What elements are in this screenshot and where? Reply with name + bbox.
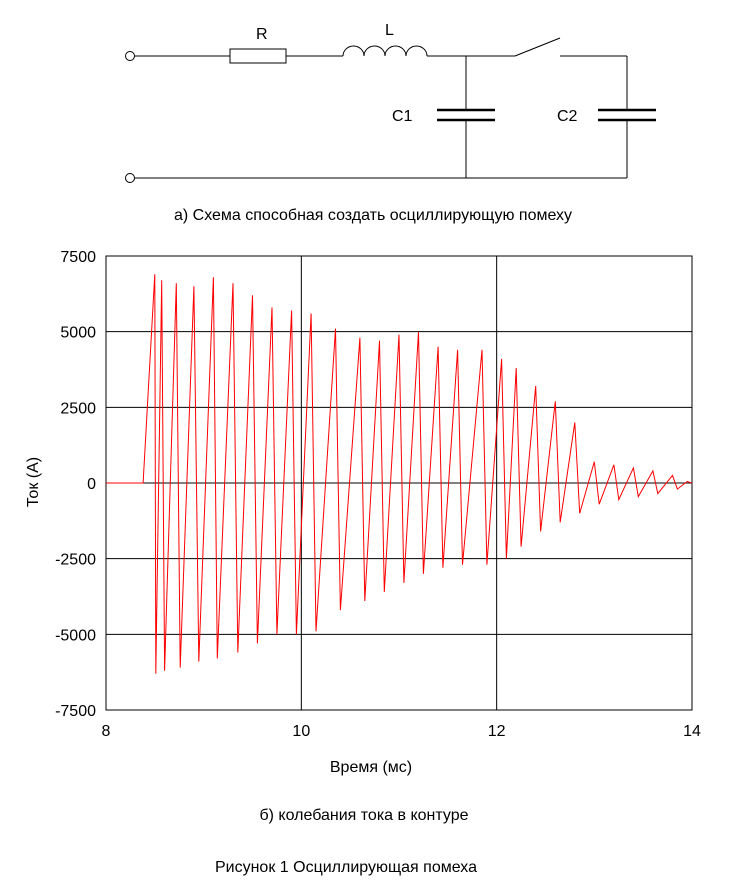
x-axis-label: Время (мс): [330, 759, 412, 776]
circuit-schematic: [125, 37, 656, 183]
schematic-caption: а) Схема способная создать осциллирующую…: [174, 207, 572, 224]
y-tick-label: 5000: [60, 325, 96, 342]
y-tick-label: -2500: [55, 552, 96, 569]
inductor-label: L: [385, 22, 394, 39]
y-tick-label: 2500: [60, 400, 96, 417]
capacitor-c1-label: C1: [392, 108, 413, 125]
y-axis-label: Ток (А): [25, 457, 42, 507]
x-tick-label: 12: [488, 723, 506, 740]
y-tick-label: 0: [87, 476, 96, 493]
switch: [514, 37, 561, 57]
chart-caption: б) колебания тока в контуре: [259, 807, 468, 824]
input-terminal-top: [125, 51, 135, 61]
x-tick-label: 14: [683, 723, 701, 740]
x-tick-label: 8: [102, 723, 111, 740]
resistor-r: [229, 48, 287, 64]
x-tick-label: 10: [292, 723, 310, 740]
inductor-l: [342, 45, 428, 57]
capacitor-c2-label: C2: [557, 108, 578, 125]
figure-caption: Рисунок 1 Осциллирующая помеха: [215, 859, 477, 876]
input-terminal-bottom: [125, 173, 135, 183]
current-trace: [106, 274, 693, 674]
y-tick-label: -7500: [55, 703, 96, 720]
y-tick-label: 7500: [60, 249, 96, 266]
current-oscillation-chart: 7500 5000 2500 0 -2500 -5000 -7500 8 10 12 14 Врем…: [25, 249, 701, 776]
resistor-label: R: [256, 26, 268, 43]
chart-tick-labels: 7500 5000 2500 0 -2500 -5000 -7500 8 10 12 14: [55, 249, 701, 740]
y-tick-label: -5000: [55, 627, 96, 644]
